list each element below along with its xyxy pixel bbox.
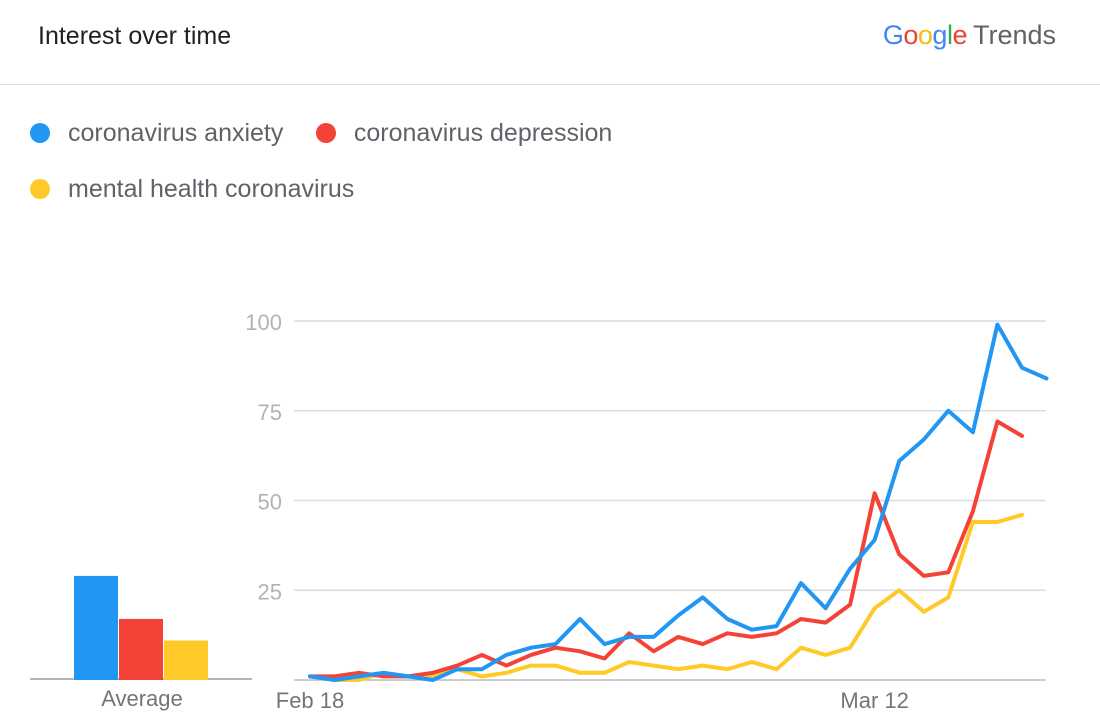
legend-item-anxiety[interactable]: coronavirus anxiety: [30, 112, 283, 154]
average-bar: [74, 575, 118, 680]
legend-label: mental health coronavirus: [68, 174, 355, 203]
y-tick-label: 25: [258, 579, 282, 604]
average-bar: [164, 640, 208, 680]
chart-title: Interest over time: [38, 22, 232, 50]
x-tick-label: Feb 18: [276, 688, 345, 713]
legend-item-mental-health[interactable]: mental health coronavirus: [30, 168, 354, 210]
legend-dot-icon: [315, 123, 336, 143]
chart-header: Interest over time Google Trends: [0, 0, 1100, 85]
chart-legend: coronavirus anxiety coronavirus depressi…: [30, 112, 790, 224]
brand-letter: l: [946, 20, 953, 50]
brand-letter: G: [882, 20, 904, 50]
y-tick-label: 100: [245, 310, 282, 335]
series-line-mental-health: [308, 512, 1024, 682]
series-line-depression: [308, 419, 1024, 679]
brand-letter: e: [952, 20, 967, 50]
x-tick-label: Mar 12: [840, 688, 908, 713]
google-wordmark: Google: [882, 20, 968, 50]
average-bar: [119, 618, 163, 680]
brand-letter: o: [903, 20, 918, 50]
google-trends-logo: Google Trends: [883, 20, 1056, 51]
legend-label: coronavirus depression: [353, 118, 613, 147]
legend-dot-icon: [30, 179, 50, 199]
average-label: Average: [101, 686, 183, 711]
brand-letter: o: [917, 20, 933, 50]
y-tick-label: 50: [258, 490, 282, 515]
trends-wordmark: Trends: [972, 20, 1056, 50]
legend-label: coronavirus anxiety: [68, 118, 284, 147]
legend-dot-icon: [30, 123, 50, 143]
legend-item-depression[interactable]: coronavirus depression: [315, 112, 613, 154]
y-tick-label: 75: [258, 400, 282, 425]
series-line-anxiety: [308, 322, 1049, 682]
brand-letter: g: [932, 20, 947, 50]
